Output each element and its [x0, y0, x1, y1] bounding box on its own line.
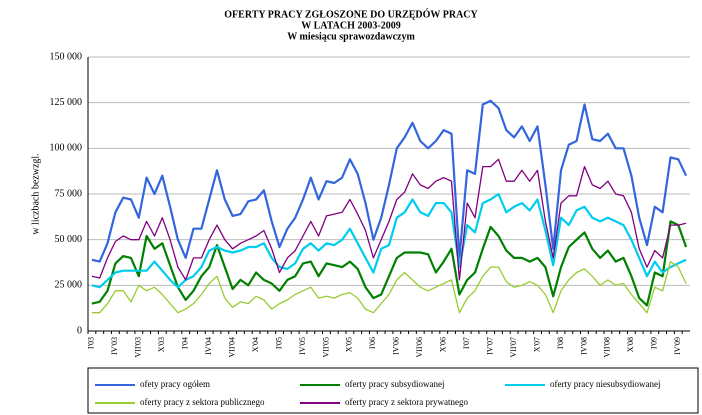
x-tick-label: VII'08 [603, 337, 612, 358]
x-tick-label: I'03 [87, 337, 96, 349]
x-tick-label: VII'05 [321, 337, 330, 358]
y-tick-label: 50 000 [55, 234, 83, 245]
x-tick-label: VII'07 [509, 337, 518, 358]
x-tick-label: IV'07 [485, 337, 494, 355]
y-axis-label: w liczbach bezwzgl. [30, 153, 41, 234]
x-tick-label: I'08 [556, 337, 565, 349]
legend-label: oferty pracy subsydiowanej [345, 379, 444, 389]
chart-subtitle: W miesiącu sprawozdawczym [287, 31, 415, 42]
x-tick-label: I'05 [274, 337, 283, 349]
y-tick-label: 100 000 [50, 143, 83, 154]
x-tick-label: IV'03 [110, 337, 119, 355]
x-tick-label: IV'06 [392, 337, 401, 355]
x-tick-label: I'09 [650, 337, 659, 349]
x-tick-label: X'08 [626, 337, 635, 352]
x-tick-label: X'05 [345, 337, 354, 352]
series-line [91, 99, 688, 263]
legend-label: oferty pracy z sektora prywatnego [345, 397, 468, 407]
x-tick-label: I'04 [181, 337, 190, 349]
y-tick-label: 125 000 [50, 97, 83, 108]
chart-title: OFERTY PRACY ZGŁOSZONE DO URZĘDÓW PRACY [224, 8, 478, 20]
y-tick-label: 25 000 [55, 280, 83, 291]
x-tick-label: X'06 [439, 337, 448, 352]
x-tick-label: IV'05 [298, 337, 307, 355]
series-line [91, 192, 687, 289]
x-tick-label: X'03 [157, 337, 166, 352]
y-tick-label: 150 000 [50, 51, 83, 62]
series-line [91, 260, 687, 314]
x-tick-label: X'07 [532, 337, 541, 352]
x-tick-label: VII'03 [134, 337, 143, 358]
x-tick-label: IV'08 [579, 337, 588, 355]
y-tick-label: 75 000 [55, 188, 83, 199]
x-tick-label: IV'09 [673, 337, 682, 355]
x-tick-label: VII'06 [415, 337, 424, 358]
x-tick-label: VII'04 [227, 337, 236, 358]
x-tick-label: I'07 [462, 337, 471, 349]
x-tick-label: X'04 [251, 337, 260, 352]
legend-label: ofety pracy ogółem [140, 379, 210, 389]
legend-box [87, 367, 699, 414]
series-line [91, 158, 687, 281]
legend-label: oferty pracy z sektora publicznego [140, 397, 265, 407]
x-tick-label: IV'04 [204, 337, 213, 355]
series-line [91, 220, 688, 307]
x-tick-label: I'06 [368, 337, 377, 349]
legend-label: oferty pracy niesubsydiowanej [550, 379, 660, 389]
chart-subtitle: W LATACH 2003-2009 [301, 20, 400, 31]
y-tick-label: 0 [77, 325, 82, 336]
